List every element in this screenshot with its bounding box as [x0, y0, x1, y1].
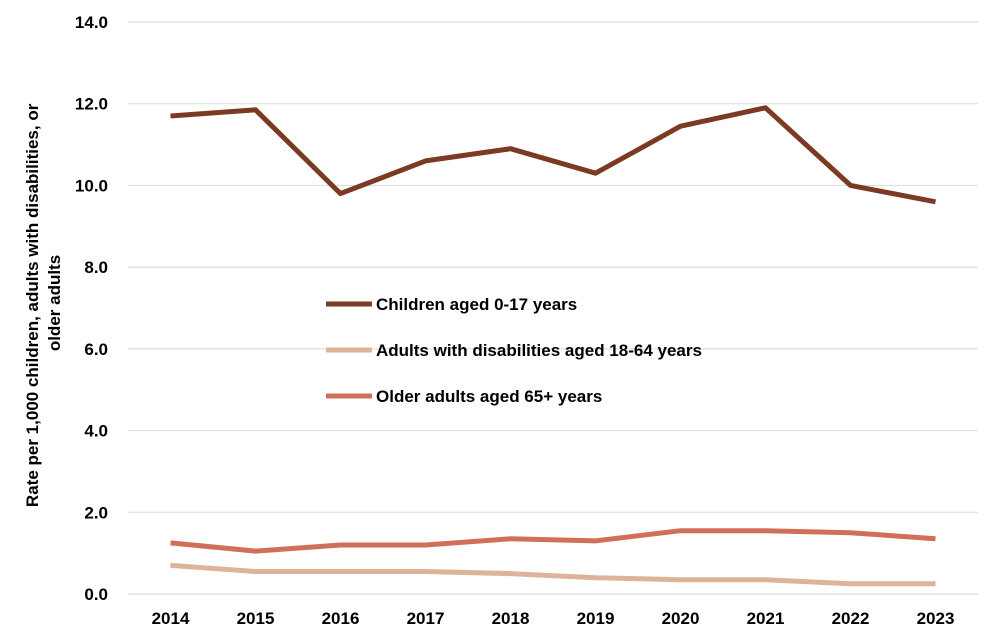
x-tick-label: 2014: [152, 609, 190, 628]
legend-label: Children aged 0-17 years: [376, 295, 577, 314]
y-tick-label: 8.0: [84, 258, 108, 277]
x-tick-label: 2022: [832, 609, 870, 628]
y-tick-label: 12.0: [75, 95, 108, 114]
y-tick-label: 6.0: [84, 340, 108, 359]
x-tick-label: 2015: [237, 609, 275, 628]
legend: Children aged 0-17 years Adults with disa…: [326, 295, 702, 406]
series-lines: [170, 105, 936, 587]
y-axis-label-line-1: Rate per 1,000 children, adults with dis…: [23, 103, 42, 507]
series-line-1: [170, 105, 936, 205]
x-tick-label: 2020: [662, 609, 700, 628]
y-axis-label-line-2: older adults: [45, 255, 64, 351]
y-axis-ticks: 0.0 2.0 4.0 6.0 8.0 10.0 12.0 14.0: [75, 13, 108, 604]
gridlines: [128, 21, 978, 513]
series-line-2: [170, 562, 936, 587]
legend-label: Older adults aged 65+ years: [376, 387, 602, 406]
y-tick-label: 14.0: [75, 13, 108, 32]
x-tick-label: 2017: [407, 609, 445, 628]
x-tick-label: 2016: [322, 609, 360, 628]
y-tick-label: 2.0: [84, 503, 108, 522]
x-axis-ticks: 2014 2015 2016 2017 2018 2019 2020 2021 2022 2023: [152, 609, 955, 628]
series-line-3: [170, 528, 936, 554]
legend-label: Adults with disabilities aged 18-64 year…: [376, 341, 702, 360]
x-tick-label: 2023: [917, 609, 955, 628]
y-tick-label: 4.0: [84, 422, 108, 441]
x-tick-label: 2018: [492, 609, 530, 628]
y-axis-label: Rate per 1,000 children, adults with dis…: [23, 99, 64, 507]
y-tick-label: 0.0: [84, 585, 108, 604]
x-tick-label: 2021: [747, 609, 785, 628]
x-tick-label: 2019: [577, 609, 615, 628]
y-tick-label: 10.0: [75, 176, 108, 195]
